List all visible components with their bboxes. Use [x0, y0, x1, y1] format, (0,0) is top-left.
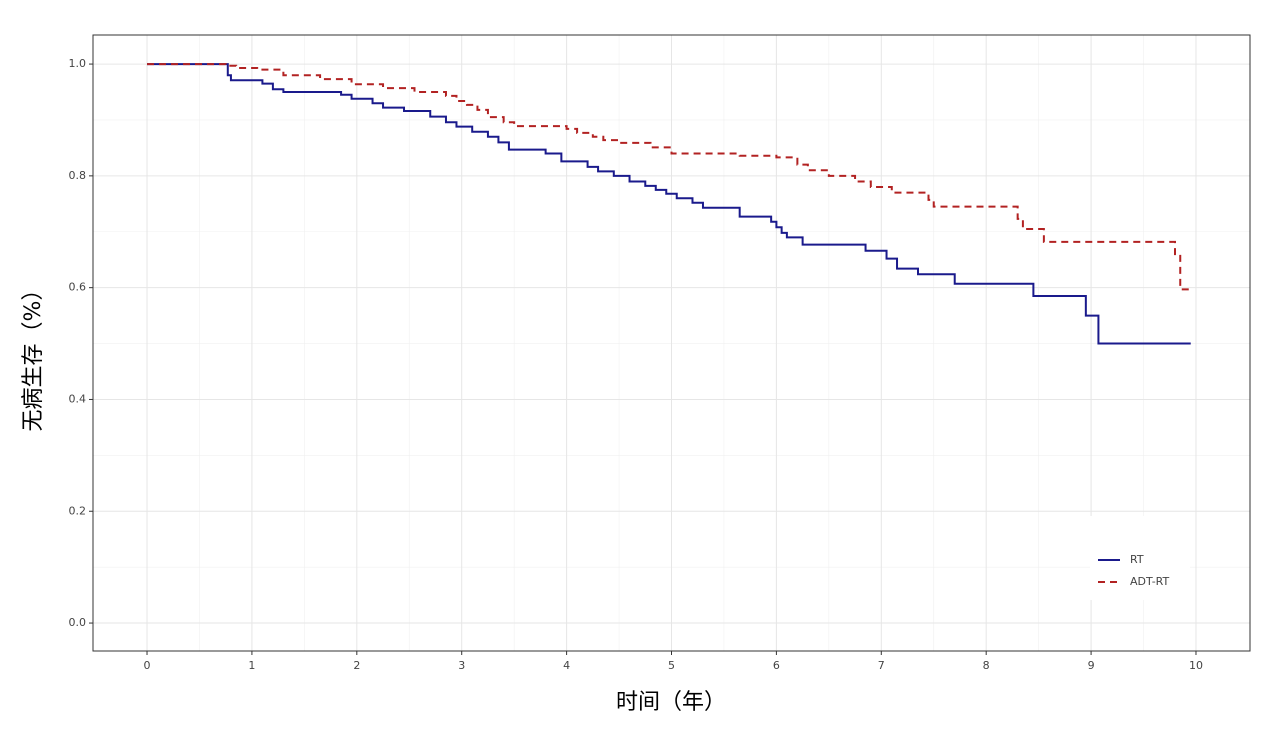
legend-label: ADT-RT: [1130, 575, 1170, 588]
y-tick-label: 1.0: [69, 57, 87, 70]
x-tick-label: 4: [563, 659, 570, 672]
y-tick-label: 0.8: [69, 169, 87, 182]
x-axis-title: 时间（年）: [616, 690, 726, 715]
x-tick-label: 2: [353, 659, 360, 672]
legend-label: RT: [1130, 553, 1144, 566]
y-axis-title: 无病生存（%）: [21, 279, 46, 432]
survival-curve: [147, 63, 1191, 291]
x-tick-label: 3: [458, 659, 465, 672]
plot-border: [92, 34, 1251, 652]
x-tick-label: 9: [1088, 659, 1095, 672]
y-tick-label: 0.2: [69, 504, 87, 517]
x-tick-label: 7: [878, 659, 885, 672]
x-tick-label: 1: [248, 659, 255, 672]
x-tick-label: 5: [668, 659, 675, 672]
y-tick-label: 0.6: [69, 281, 87, 294]
y-tick-label: 0.0: [69, 616, 87, 629]
x-tick-label: 0: [144, 659, 151, 672]
y-tick-label: 0.4: [69, 392, 87, 405]
survival-curve: [147, 63, 1191, 345]
x-tick-label: 10: [1189, 659, 1203, 672]
x-tick-label: 8: [983, 659, 990, 672]
x-tick-label: 6: [773, 659, 780, 672]
legend-box: [1090, 516, 1190, 600]
